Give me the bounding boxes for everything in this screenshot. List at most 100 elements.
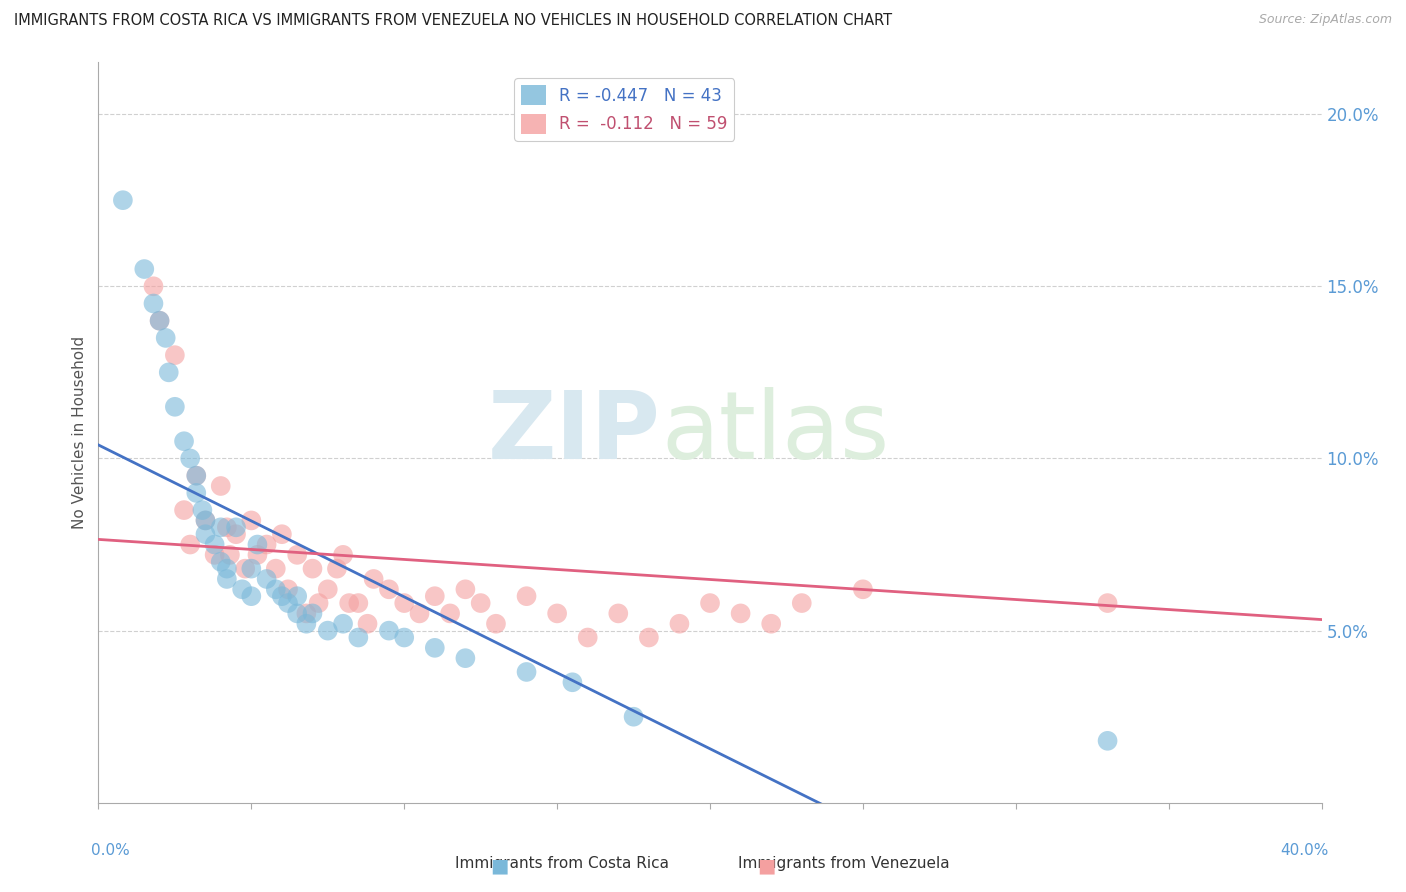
Point (231, 582, 253, 597)
Point (668, 616, 690, 631)
Point (204, 548, 226, 562)
Point (759, 616, 782, 631)
Point (142, 296, 165, 310)
Point (285, 607, 308, 621)
Text: ■: ■ (756, 856, 776, 875)
Point (270, 527, 292, 541)
Point (277, 582, 299, 597)
Point (852, 582, 875, 597)
Point (301, 561, 323, 575)
Point (225, 520, 247, 534)
Text: Source: ZipAtlas.com: Source: ZipAtlas.com (1258, 13, 1392, 27)
Point (233, 561, 256, 575)
Point (730, 607, 752, 621)
Point (408, 607, 430, 621)
Y-axis label: No Vehicles in Household: No Vehicles in Household (72, 336, 87, 529)
Point (157, 365, 180, 379)
Point (191, 503, 214, 517)
Point (155, 331, 177, 345)
Point (623, 709, 645, 723)
Point (209, 555, 232, 569)
Point (186, 468, 208, 483)
Point (256, 572, 278, 586)
Point (790, 596, 813, 610)
Point (194, 527, 217, 541)
Point (392, 631, 416, 645)
Point (194, 513, 217, 527)
Point (378, 624, 401, 638)
Point (163, 400, 186, 414)
Point (219, 548, 242, 562)
Point (179, 451, 201, 466)
Point (295, 607, 318, 621)
Point (316, 582, 339, 597)
Point (332, 616, 354, 631)
Point (546, 607, 568, 621)
Legend: R = -0.447   N = 43, R =  -0.112   N = 59: R = -0.447 N = 43, R = -0.112 N = 59 (515, 78, 734, 141)
Point (149, 314, 172, 328)
Text: ZIP: ZIP (488, 386, 661, 479)
Text: IMMIGRANTS FROM COSTA RICA VS IMMIGRANTS FROM VENEZUELA NO VEHICLES IN HOUSEHOLD: IMMIGRANTS FROM COSTA RICA VS IMMIGRANTS… (14, 13, 893, 29)
Point (264, 582, 287, 597)
Point (363, 572, 385, 586)
Point (142, 279, 165, 293)
Point (186, 468, 208, 483)
Point (423, 589, 446, 603)
Point (607, 607, 630, 621)
Point (285, 548, 308, 562)
Point (454, 651, 477, 665)
Point (699, 596, 721, 610)
Point (326, 561, 349, 575)
Point (215, 520, 238, 534)
Point (256, 537, 278, 551)
Point (423, 640, 446, 655)
Text: Immigrants from Venezuela: Immigrants from Venezuela (738, 856, 949, 871)
Point (285, 589, 308, 603)
Point (225, 527, 247, 541)
Point (215, 561, 238, 575)
Point (356, 616, 378, 631)
Point (111, 193, 134, 207)
Point (301, 607, 323, 621)
Point (209, 520, 232, 534)
Point (134, 262, 156, 277)
Point (454, 582, 477, 597)
Point (332, 548, 354, 562)
Text: ■: ■ (489, 856, 509, 875)
Point (316, 624, 339, 638)
Point (277, 596, 299, 610)
Point (516, 665, 538, 679)
Point (149, 314, 172, 328)
Point (204, 537, 226, 551)
Point (1097, 596, 1119, 610)
Point (173, 503, 195, 517)
Point (347, 631, 370, 645)
Point (308, 596, 330, 610)
Point (246, 537, 269, 551)
Point (240, 561, 263, 575)
Point (246, 548, 269, 562)
Text: atlas: atlas (661, 386, 890, 479)
Point (173, 434, 195, 449)
Point (561, 675, 583, 690)
Point (215, 572, 238, 586)
Point (186, 486, 208, 500)
Point (240, 513, 263, 527)
Point (1097, 734, 1119, 748)
Point (163, 348, 186, 362)
Point (439, 607, 461, 621)
Point (637, 631, 661, 645)
Text: 40.0%: 40.0% (1281, 843, 1329, 858)
Point (295, 616, 318, 631)
Point (485, 616, 508, 631)
Point (392, 596, 416, 610)
Point (270, 589, 292, 603)
Point (347, 596, 370, 610)
Point (337, 596, 360, 610)
Point (378, 582, 401, 597)
Point (264, 561, 287, 575)
Point (576, 631, 599, 645)
Point (179, 537, 201, 551)
Point (194, 513, 217, 527)
Text: 0.0%: 0.0% (91, 843, 131, 858)
